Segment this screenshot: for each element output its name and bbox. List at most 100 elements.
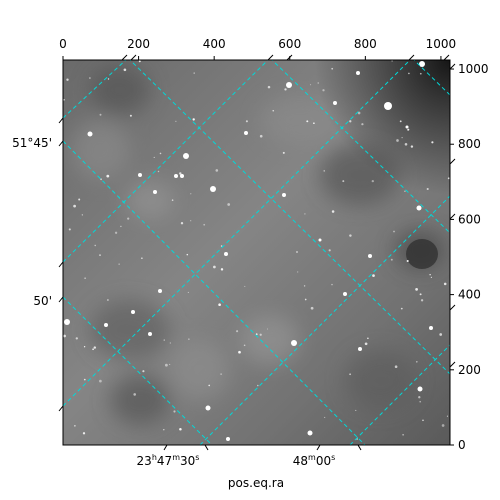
star — [138, 60, 141, 63]
star — [226, 437, 230, 441]
star — [213, 265, 216, 269]
dec-tick-label-1: 51°45' — [12, 136, 52, 150]
star — [243, 344, 246, 347]
star — [422, 419, 424, 422]
top-tick-label-800: 800 — [354, 37, 377, 51]
star — [153, 190, 157, 194]
star — [443, 282, 447, 286]
star — [63, 334, 66, 338]
plot-frame — [62, 59, 451, 446]
star — [218, 303, 221, 307]
star — [236, 330, 239, 333]
dec-tick-label-2: 50' — [33, 294, 52, 308]
star — [355, 409, 357, 411]
star — [297, 271, 299, 273]
grid-line — [63, 296, 213, 445]
star — [343, 292, 347, 296]
right-tick-label-200: 200 — [458, 363, 481, 377]
star — [303, 285, 306, 287]
star — [368, 254, 372, 258]
coordinate-grid — [63, 60, 450, 445]
star — [169, 363, 171, 365]
star — [416, 205, 422, 211]
right-tick-label-800: 800 — [458, 137, 481, 151]
star — [323, 170, 325, 172]
star — [157, 170, 160, 173]
star — [99, 379, 102, 383]
star — [349, 373, 351, 376]
grid-line — [199, 195, 450, 445]
star — [169, 342, 171, 344]
star — [171, 199, 174, 201]
star — [426, 187, 429, 191]
grid-line — [129, 60, 450, 375]
star — [141, 257, 143, 259]
star — [282, 151, 285, 154]
star — [99, 254, 101, 256]
star — [401, 137, 403, 139]
star — [193, 72, 195, 74]
star — [210, 186, 216, 192]
star — [215, 169, 219, 172]
ra-tick-label-1: 23h47m30s — [137, 453, 200, 468]
star — [187, 291, 189, 293]
star — [84, 277, 86, 279]
star — [310, 84, 312, 86]
star — [372, 274, 375, 277]
star — [441, 424, 445, 427]
star — [396, 139, 399, 142]
star — [304, 213, 306, 215]
star — [393, 230, 395, 233]
star — [310, 306, 314, 310]
star — [349, 234, 352, 237]
star — [94, 244, 96, 247]
top-tick-label-200: 200 — [127, 37, 150, 51]
top-axis: 0 200 400 600 800 1000 — [59, 37, 456, 60]
star — [220, 373, 222, 375]
star — [328, 249, 331, 252]
star — [404, 190, 406, 193]
star — [419, 400, 422, 403]
star — [282, 193, 286, 197]
star — [306, 120, 309, 123]
top-tick-label-1000: 1000 — [426, 37, 457, 51]
right-tick-label-400: 400 — [458, 288, 481, 302]
star — [405, 125, 409, 129]
star — [420, 299, 424, 302]
star — [364, 342, 368, 346]
star — [180, 221, 184, 225]
star — [371, 179, 374, 183]
star — [322, 89, 325, 92]
star — [390, 258, 393, 261]
star — [173, 410, 176, 413]
star — [208, 384, 211, 387]
grid-line — [63, 140, 366, 445]
star — [257, 384, 259, 387]
star — [66, 78, 69, 81]
star — [159, 152, 162, 155]
star — [205, 405, 211, 411]
star — [118, 263, 120, 265]
star — [165, 363, 168, 367]
star — [357, 111, 361, 115]
star — [391, 60, 393, 62]
star — [447, 177, 450, 180]
star — [307, 430, 313, 436]
star — [186, 253, 189, 256]
star — [74, 425, 76, 427]
star — [399, 120, 402, 123]
star — [227, 203, 231, 206]
star — [317, 82, 319, 84]
star — [83, 346, 86, 348]
star — [190, 220, 192, 222]
star — [127, 217, 130, 220]
right-tick-label-1000: 1000 — [458, 62, 489, 76]
star — [333, 101, 337, 105]
star — [153, 156, 155, 158]
star — [349, 120, 352, 123]
star — [64, 319, 70, 325]
star — [89, 77, 91, 79]
star — [175, 120, 177, 122]
star — [92, 348, 94, 351]
star — [318, 238, 322, 242]
